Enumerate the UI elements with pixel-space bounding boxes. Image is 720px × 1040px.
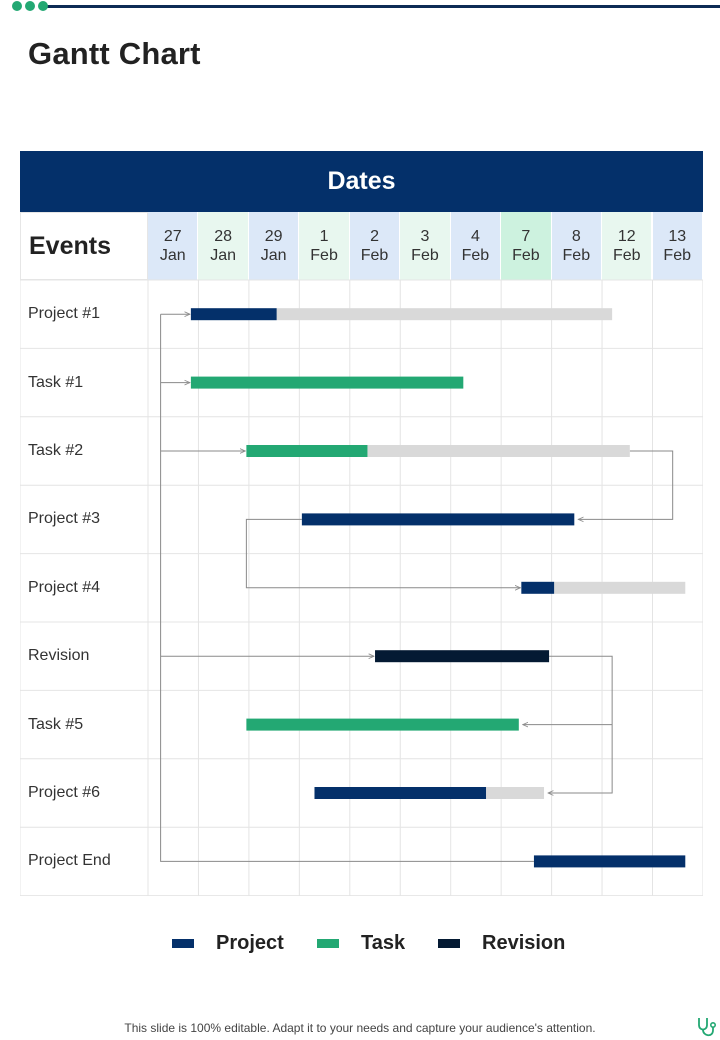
accent-dot bbox=[25, 1, 35, 11]
date-day: 3 bbox=[420, 228, 430, 245]
gantt-chart: Dates Events 27 Jan 28 Jan 29 Jan 1 Feb 2 Feb 3 Feb… bbox=[20, 151, 703, 896]
events-header: Events bbox=[20, 212, 148, 280]
date-month: Feb bbox=[612, 247, 641, 264]
date-header-cell: 12 Feb bbox=[602, 212, 653, 280]
footer-note: This slide is 100% editable. Adapt it to… bbox=[0, 1021, 720, 1035]
legend-label: Task bbox=[361, 932, 406, 954]
stethoscope-icon bbox=[698, 1018, 717, 1037]
date-day: 28 bbox=[214, 228, 233, 245]
date-day: 12 bbox=[617, 228, 636, 245]
event-label: Task #1 bbox=[28, 373, 84, 391]
top-accent-bar bbox=[0, 1, 720, 11]
date-month: Jan bbox=[260, 247, 287, 264]
date-header-cell: 8 Feb bbox=[551, 212, 603, 280]
accent-dot bbox=[38, 1, 48, 11]
revision-bar bbox=[375, 650, 550, 663]
dependency-connector bbox=[160, 314, 534, 862]
project-bar bbox=[301, 513, 575, 526]
page-title: Gantt Chart bbox=[28, 36, 201, 71]
dates-header: Dates bbox=[20, 151, 703, 212]
legend-swatch bbox=[317, 939, 339, 948]
date-day: 1 bbox=[319, 228, 329, 245]
date-day: 4 bbox=[470, 228, 480, 245]
top-accent-line bbox=[44, 5, 720, 8]
date-month: Jan bbox=[159, 247, 186, 264]
date-day: 7 bbox=[521, 228, 531, 245]
date-header-cell: 4 Feb bbox=[450, 212, 502, 280]
dependency-connector bbox=[245, 518, 520, 587]
date-header-cell: 13 Feb bbox=[652, 212, 703, 280]
footer-text: This slide is 100% editable. Adapt it to… bbox=[124, 1021, 596, 1035]
event-label: Revision bbox=[28, 647, 90, 665]
event-label: Project #6 bbox=[28, 783, 101, 801]
date-header-cell: 28 Jan bbox=[198, 212, 249, 280]
date-day: 27 bbox=[163, 228, 182, 245]
remaining-bar bbox=[486, 787, 545, 799]
event-label: Project End bbox=[28, 852, 111, 870]
event-label: Task #5 bbox=[28, 715, 84, 733]
event-label: Task #2 bbox=[28, 441, 84, 459]
task-bar bbox=[190, 376, 464, 389]
date-month: Feb bbox=[360, 247, 389, 264]
date-header-cell: 27 Jan bbox=[148, 212, 199, 280]
date-header-cell: 7 Feb bbox=[501, 212, 552, 280]
legend-label: Revision bbox=[482, 932, 566, 954]
chart-legend: Project Task Revision bbox=[0, 930, 720, 960]
accent-dot bbox=[12, 1, 22, 11]
legend-item-project: Project bbox=[172, 932, 284, 955]
project-bar bbox=[314, 787, 487, 799]
legend-item-revision: Revision bbox=[438, 932, 565, 955]
date-month: Feb bbox=[310, 247, 338, 264]
date-header-cell: 2 Feb bbox=[349, 212, 401, 280]
project-bar bbox=[521, 581, 555, 594]
date-month: Feb bbox=[411, 247, 439, 264]
dependency-connector bbox=[548, 655, 613, 793]
task-bar bbox=[246, 718, 519, 731]
task-bar bbox=[246, 445, 368, 457]
dependency-connector bbox=[578, 450, 674, 519]
legend-swatch bbox=[172, 939, 194, 948]
project-bar bbox=[533, 855, 686, 868]
date-day: 13 bbox=[668, 228, 687, 245]
remaining-bar bbox=[367, 445, 630, 457]
remaining-bar bbox=[554, 581, 686, 594]
date-month: Feb bbox=[461, 247, 490, 264]
date-month: Feb bbox=[663, 247, 691, 264]
event-label: Project #3 bbox=[28, 510, 101, 528]
event-label: Project #1 bbox=[28, 305, 101, 323]
date-header-cell: 29 Jan bbox=[248, 212, 300, 280]
legend-label: Project bbox=[216, 932, 284, 954]
date-month: Feb bbox=[562, 247, 591, 264]
date-day: 29 bbox=[264, 228, 283, 245]
date-month: Feb bbox=[512, 247, 540, 264]
legend-swatch bbox=[438, 939, 460, 948]
legend-item-task: Task bbox=[317, 932, 405, 955]
date-day: 2 bbox=[370, 228, 379, 245]
date-month: Jan bbox=[210, 247, 237, 264]
event-label: Project #4 bbox=[28, 578, 101, 596]
date-header-cell: 3 Feb bbox=[400, 212, 451, 280]
date-header-cell: 1 Feb bbox=[299, 212, 350, 280]
project-bar bbox=[190, 308, 277, 321]
remaining-bar bbox=[276, 308, 613, 321]
date-day: 8 bbox=[571, 228, 581, 245]
